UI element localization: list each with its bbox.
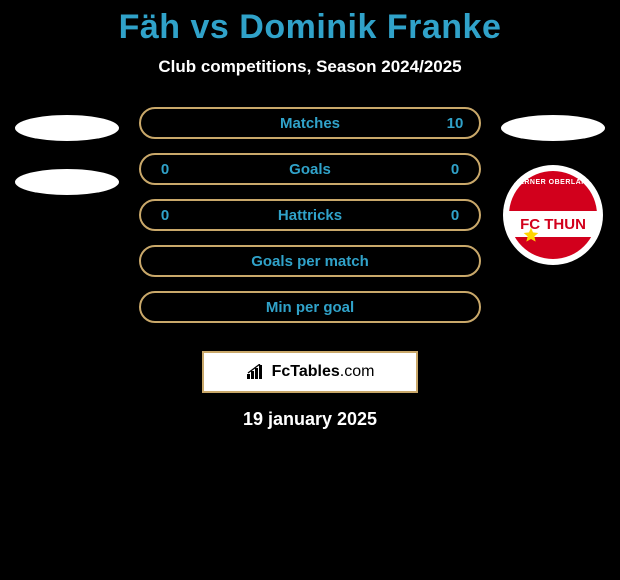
- player-right-photo-placeholder: [501, 115, 605, 141]
- attribution: FcTables.com: [202, 351, 418, 393]
- player-right-col: BERNER OBERLAND FC THUN 1898: [499, 107, 607, 265]
- stats-area: Matches 10 0 Goals 0 0 Hattricks 0 Goals per mat…: [0, 107, 620, 323]
- subtitle: Club competitions, Season 2024/2025: [0, 57, 620, 77]
- stat-label: Matches: [280, 115, 340, 132]
- page-title: Fäh vs Dominik Franke: [0, 8, 620, 47]
- root: Fäh vs Dominik Franke Club competitions,…: [0, 0, 620, 430]
- stat-row: Goals per match: [139, 245, 481, 277]
- player-left-col: [13, 107, 121, 223]
- player-left-club-placeholder: [15, 169, 119, 195]
- stat-row: Min per goal: [139, 291, 481, 323]
- stat-label: Min per goal: [266, 299, 354, 316]
- stat-value-right: 10: [445, 115, 465, 132]
- stat-label: Goals per match: [251, 253, 369, 270]
- date: 19 january 2025: [0, 409, 620, 430]
- stat-value-left: 0: [155, 161, 175, 178]
- club-badge-year: 1898: [567, 232, 583, 239]
- stat-value-left: 0: [155, 207, 175, 224]
- stat-value-right: 0: [445, 161, 465, 178]
- stat-label: Hattricks: [278, 207, 342, 224]
- club-badge-arc-text: BERNER OBERLAND: [514, 179, 593, 186]
- attribution-brand: FcTables.com: [272, 363, 375, 381]
- player-left-photo-placeholder: [15, 115, 119, 141]
- chart-icon: [246, 364, 266, 380]
- player-right-club-badge: BERNER OBERLAND FC THUN 1898: [503, 165, 603, 265]
- stat-row: 0 Goals 0: [139, 153, 481, 185]
- stat-label: Goals: [289, 161, 331, 178]
- stat-value-right: 0: [445, 207, 465, 224]
- star-icon: [523, 227, 539, 243]
- stats-list: Matches 10 0 Goals 0 0 Hattricks 0 Goals per mat…: [139, 107, 481, 323]
- stat-row: Matches 10: [139, 107, 481, 139]
- stat-row: 0 Hattricks 0: [139, 199, 481, 231]
